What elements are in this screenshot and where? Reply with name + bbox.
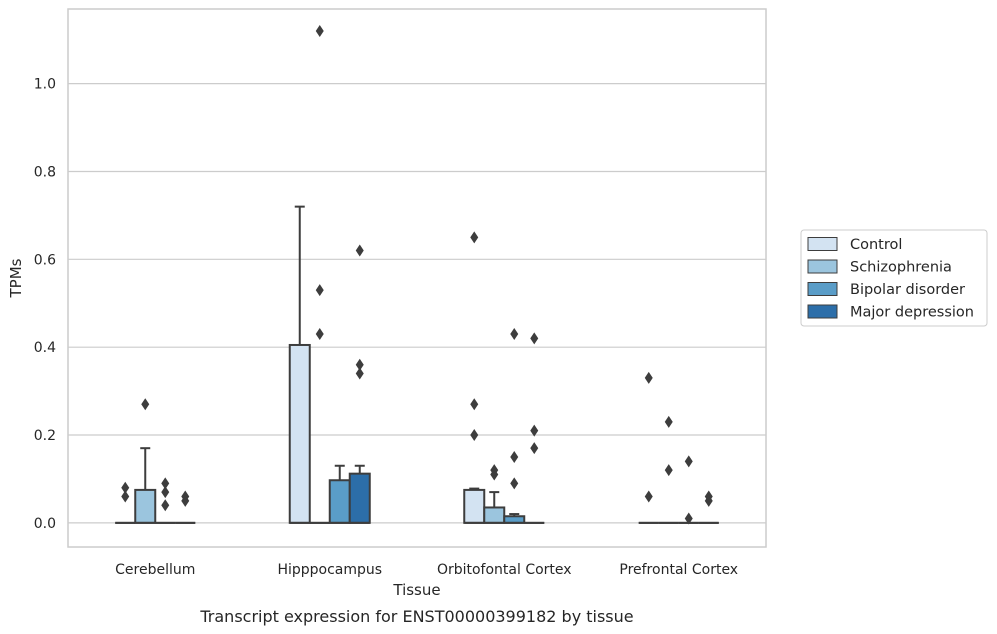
outlier-point (684, 455, 693, 468)
y-tick-label: 0.4 (34, 340, 56, 356)
outlier-point (470, 231, 479, 244)
x-axis-label: Tissue (392, 581, 440, 599)
outlier-point (684, 512, 693, 525)
outlier-point (664, 464, 673, 477)
y-axis-label: TPMs (7, 258, 25, 298)
box-control (463, 487, 486, 524)
legend-label: Major depression (850, 305, 974, 321)
legend-label: Bipolar disorder (850, 282, 965, 298)
outlier-point (510, 450, 519, 463)
outlier-point (704, 490, 713, 503)
box-schizophrenia (134, 447, 157, 524)
outlier-point (490, 464, 499, 477)
plot-frame (67, 8, 767, 548)
legend-frame (800, 229, 988, 327)
box-body (463, 488, 486, 524)
y-tick-label: 0.0 (34, 516, 56, 532)
legend-swatch (807, 237, 838, 251)
outlier-point (315, 327, 324, 340)
outlier-point (355, 358, 364, 371)
box-control (288, 205, 311, 524)
outlier-point (470, 398, 479, 411)
box-schizophrenia (483, 491, 506, 524)
legend-label: Schizophrenia (850, 260, 952, 276)
legend: Control Schizophrenia Bipolar disorder Majo… (800, 229, 988, 327)
legend-label: Control (850, 237, 902, 253)
outlier-point (355, 367, 364, 380)
outlier-point (510, 477, 519, 490)
outlier-point (470, 429, 479, 442)
outlier-point (121, 481, 130, 494)
outlier-point (355, 244, 364, 257)
outlier-point (510, 327, 519, 340)
box-body (288, 343, 311, 524)
outlier-point (161, 486, 170, 499)
grid-lines (68, 83, 766, 524)
outlier-point (315, 284, 324, 297)
outlier-point (121, 490, 130, 503)
outlier-point (644, 371, 653, 384)
outlier-point (315, 24, 324, 37)
outlier-point (161, 499, 170, 512)
outlier-point (161, 477, 170, 490)
outlier-point (644, 490, 653, 503)
x-tick-label: Orbitofontal Cortex (437, 562, 572, 578)
box-bipolar-disorder (328, 464, 351, 524)
x-tick-label: Prefrontal Cortex (619, 562, 738, 578)
box-major-depression (348, 464, 371, 524)
x-tick-label: Cerebellum (115, 562, 195, 578)
y-tick-label: 0.8 (34, 164, 56, 180)
x-tick-labels: Cerebellum Hipppocampus Orbitofontal Corte… (115, 562, 738, 578)
outlier-point (530, 424, 539, 437)
legend-swatch (807, 259, 838, 274)
y-tick-label: 0.6 (34, 252, 56, 268)
outlier-point (664, 415, 673, 428)
box-body (134, 488, 157, 524)
y-tick-label: 0.2 (34, 428, 56, 444)
box-body (348, 472, 371, 524)
y-tick-labels: 0.0 0.2 0.4 0.6 0.8 1.0 (34, 77, 56, 532)
legend-swatch (807, 304, 838, 319)
box-body (328, 479, 351, 524)
box-body (483, 506, 506, 524)
outlier-point (141, 398, 150, 411)
box-bipolar-disorder (503, 513, 526, 524)
outliers (121, 24, 713, 525)
chart-caption: Transcript expression for ENST0000039918… (199, 607, 633, 626)
boxes (115, 205, 719, 524)
x-tick-label: Hipppocampus (277, 562, 382, 578)
outlier-point (181, 490, 190, 503)
y-tick-label: 1.0 (34, 77, 56, 93)
outlier-point (530, 332, 539, 345)
outlier-point (530, 442, 539, 455)
legend-swatch (807, 282, 838, 296)
